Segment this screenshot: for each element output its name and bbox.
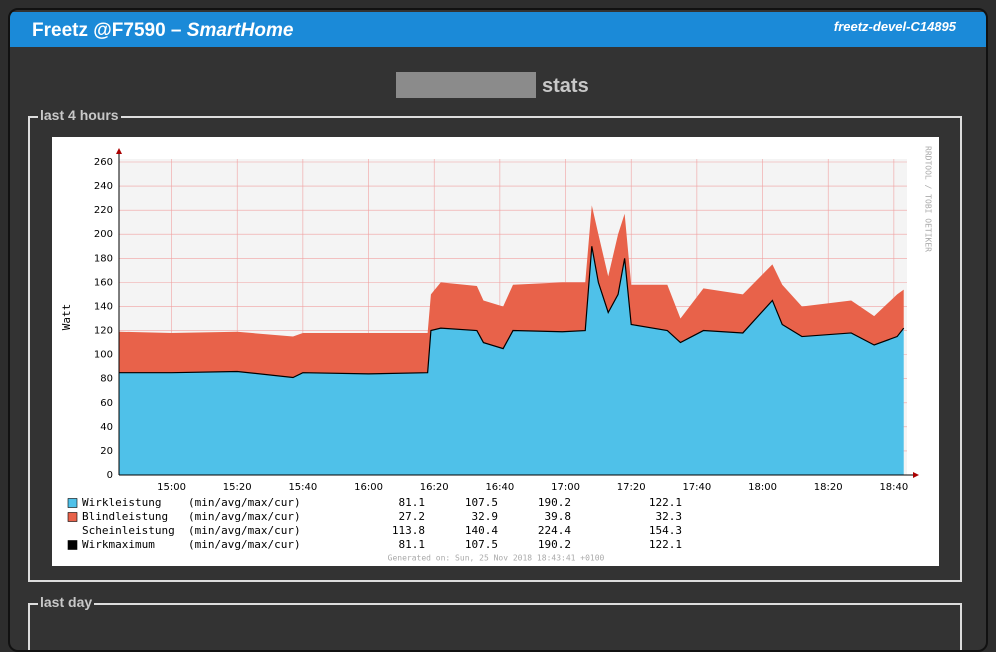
heading-text: stats: [542, 75, 589, 97]
legend-stat: 32.9: [472, 510, 499, 523]
x-tick-label: 15:00: [157, 482, 186, 493]
legend-name: Wirkmaximum: [82, 538, 155, 551]
legend-name: Scheinleistung: [82, 524, 175, 537]
y-tick-label: 40: [100, 422, 113, 433]
x-tick-label: 15:40: [288, 482, 317, 493]
legend-stat: 224.4: [538, 524, 571, 537]
fieldset: last day: [28, 594, 962, 650]
legend-stat: 32.3: [656, 510, 683, 523]
y-tick-label: 80: [100, 374, 113, 385]
legend-swatch: [67, 498, 78, 508]
legend-stat: 122.1: [649, 538, 682, 551]
x-tick-label: 18:40: [879, 482, 908, 493]
legend-stat: 154.3: [649, 524, 682, 537]
x-tick-label: 17:00: [551, 482, 580, 493]
legend-stats-label: (min/avg/max/cur): [188, 524, 301, 537]
x-tick-label: 17:40: [682, 482, 711, 493]
legend-stats-label: (min/avg/max/cur): [188, 538, 301, 551]
area: [119, 246, 904, 475]
legend-stat: 81.1: [399, 496, 426, 509]
axis-arrow: [913, 472, 919, 478]
line: [119, 246, 905, 379]
window: Freetz @F7590 – SmartHome freetz-devel-C…: [8, 8, 988, 652]
side-text: RRDTOOL / TOBI OETIKER: [924, 146, 933, 252]
y-tick-label: 180: [94, 253, 113, 264]
header-title: Freetz @F7590 – SmartHome: [32, 20, 293, 42]
legend-stats-label: (min/avg/max/cur): [188, 496, 301, 509]
x-tick-label: 18:00: [748, 482, 777, 493]
footer: Generated on: Sun, 25 Nov 2018 18:43:41 …: [388, 554, 605, 563]
legend-stat: 113.8: [392, 524, 425, 537]
y-tick-label: 20: [100, 446, 113, 457]
fieldset-legend: last day: [38, 594, 95, 610]
y-tick-label: 160: [94, 277, 113, 288]
x-tick-label: 16:40: [485, 482, 514, 493]
legend-stat: 27.2: [399, 510, 426, 523]
x-tick-label: 15:20: [223, 482, 252, 493]
y-tick-label: 0: [107, 470, 113, 481]
legend-name: Wirkleistung: [82, 496, 161, 509]
legend-swatch: [67, 540, 78, 550]
graph: 0 20 40 60 80 100 120 140 160 180 200 220 240 260 15:0…: [52, 137, 939, 566]
y-tick-label: 100: [94, 350, 113, 361]
y-tick-label: 220: [94, 205, 113, 216]
legend-stat: 81.1: [399, 538, 426, 551]
x-tick-label: 17:20: [617, 482, 646, 493]
x-tick-label: 16:20: [420, 482, 449, 493]
legend-swatch: [67, 512, 78, 522]
x-tick-label: 16:00: [354, 482, 383, 493]
y-tick-label: 140: [94, 301, 113, 312]
chart: 0 20 40 60 80 100 120 140 160 180 200 220 240 260 15:0…: [60, 146, 933, 563]
area: [119, 205, 904, 378]
legend-stat: 190.2: [538, 538, 571, 551]
legend-stat: 39.8: [545, 510, 572, 523]
title-em: SmartHome: [186, 20, 294, 41]
y-tick-label: 240: [94, 181, 113, 192]
y-tick-label: 260: [94, 157, 113, 168]
fieldset: last 4 hours 0 20 40 60 80 100 120 140 160 180 200…: [28, 107, 962, 582]
title: Freetz @F7590 –: [32, 20, 187, 41]
legend-stat: 140.4: [465, 524, 498, 537]
y-tick-label: 200: [94, 229, 113, 240]
x-tick-label: 18:20: [814, 482, 843, 493]
y-tick-label: 60: [100, 398, 113, 409]
header-bar: Freetz @F7590 – SmartHome freetz-devel-C…: [10, 12, 986, 47]
legend-stat: 107.5: [465, 538, 498, 551]
legend-stat: 190.2: [538, 496, 571, 509]
axis-arrow: [116, 148, 122, 154]
page: Freetz @F7590 – SmartHome freetz-devel-C…: [8, 8, 988, 652]
legend-stat: 107.5: [465, 496, 498, 509]
y-axis-label: Watt: [60, 304, 73, 331]
legend-name: Blindleistung: [82, 510, 168, 523]
legend-stat: 122.1: [649, 496, 682, 509]
legend-stats-label: (min/avg/max/cur): [188, 510, 301, 523]
heading: stats: [396, 72, 589, 98]
build: freetz-devel-C14895: [833, 19, 956, 34]
redaction: [396, 72, 536, 98]
y-tick-label: 120: [94, 326, 113, 337]
fieldset-legend: last 4 hours: [38, 107, 121, 123]
